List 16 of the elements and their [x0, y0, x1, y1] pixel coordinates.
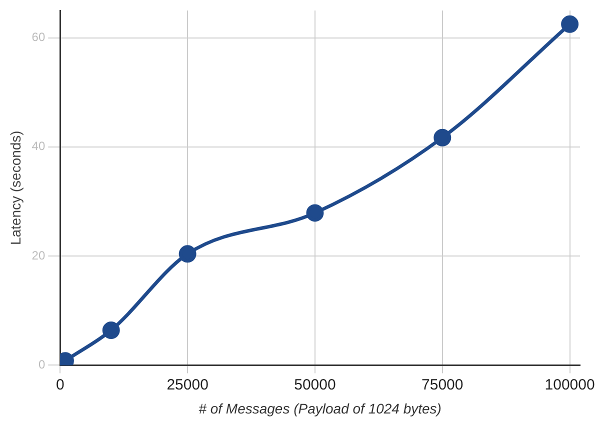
x-tick-label: 0 — [56, 376, 64, 394]
y-axis-title: Latency (seconds) — [7, 130, 24, 246]
y-tick-label: 40 — [32, 139, 46, 154]
x-tick-label: 75000 — [422, 376, 464, 394]
x-axis-title: # of Messages (Payload of 1024 bytes) — [198, 400, 442, 416]
point — [102, 322, 120, 340]
point — [306, 204, 324, 222]
y-tick-label: 0 — [38, 358, 46, 372]
y-tick-label: 20 — [32, 248, 46, 262]
x-tick-label: 50000 — [294, 376, 336, 394]
x-tick-label: 25000 — [166, 376, 208, 394]
point — [178, 245, 196, 263]
point — [434, 128, 452, 146]
x-tick-label: 100000 — [544, 376, 595, 394]
point — [561, 15, 579, 33]
y-tick-label: 60 — [32, 30, 46, 44]
